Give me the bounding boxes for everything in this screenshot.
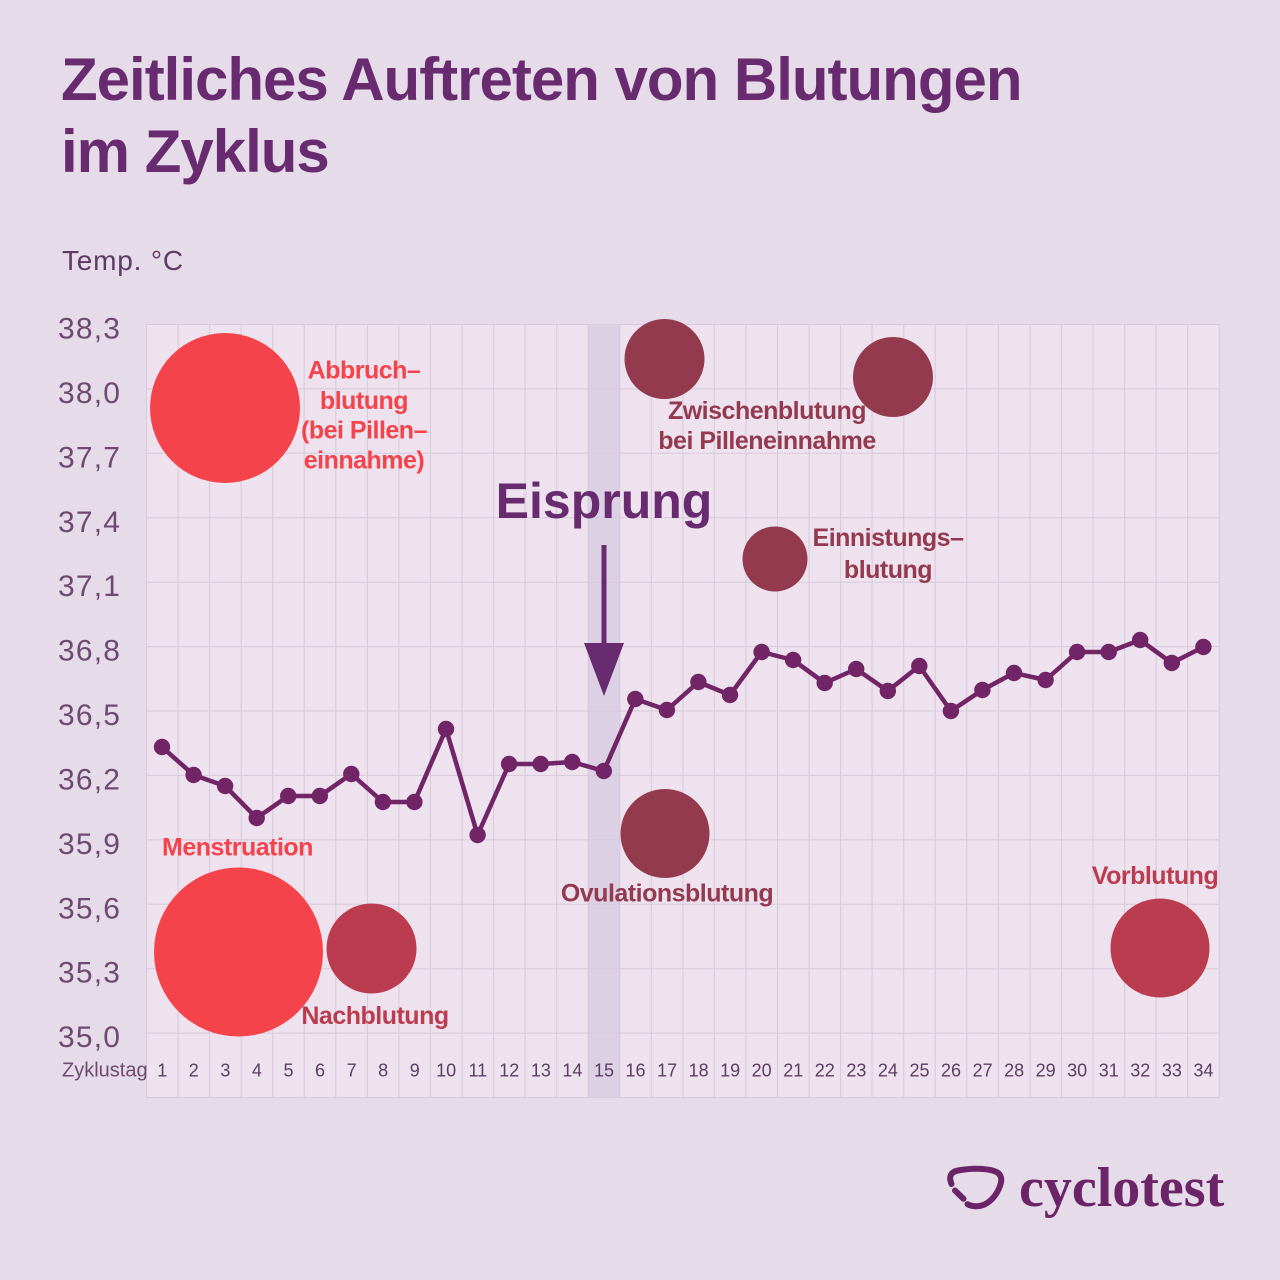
svg-text:35,3: 35,3 [58, 957, 121, 990]
svg-text:einnahme): einnahme) [304, 447, 425, 475]
svg-text:4: 4 [252, 1061, 262, 1081]
svg-text:28: 28 [1004, 1061, 1024, 1081]
svg-text:23: 23 [846, 1061, 866, 1081]
svg-text:36,2: 36,2 [58, 763, 121, 796]
svg-text:36,8: 36,8 [58, 635, 121, 668]
svg-text:im Zyklus: im Zyklus [61, 118, 329, 185]
svg-text:37,1: 37,1 [58, 570, 121, 603]
svg-text:33: 33 [1162, 1061, 1182, 1081]
svg-text:37,7: 37,7 [58, 441, 121, 474]
svg-text:3: 3 [220, 1061, 230, 1081]
svg-text:16: 16 [625, 1061, 645, 1081]
svg-text:17: 17 [657, 1061, 677, 1081]
svg-text:18: 18 [689, 1061, 709, 1081]
svg-text:20: 20 [752, 1061, 772, 1081]
svg-text:37,4: 37,4 [58, 506, 121, 539]
svg-text:Nachblutung: Nachblutung [301, 1002, 448, 1030]
svg-text:25: 25 [909, 1061, 929, 1081]
svg-text:blutung: blutung [320, 387, 408, 415]
svg-text:1: 1 [157, 1061, 167, 1081]
svg-text:6: 6 [315, 1061, 325, 1081]
svg-text:9: 9 [410, 1061, 420, 1081]
svg-text:38,0: 38,0 [58, 377, 121, 410]
svg-text:27: 27 [973, 1061, 993, 1081]
svg-text:Zyklustag: Zyklustag [62, 1060, 148, 1082]
svg-text:Vorblutung: Vorblutung [1092, 862, 1218, 890]
svg-text:21: 21 [783, 1061, 803, 1081]
svg-text:30: 30 [1067, 1061, 1087, 1081]
svg-text:8: 8 [378, 1061, 388, 1081]
svg-text:12: 12 [499, 1061, 519, 1081]
svg-text:2: 2 [189, 1061, 199, 1081]
svg-text:Zwischenblutung: Zwischenblutung [668, 397, 866, 425]
svg-text:Zeitliches Auftreten von Blutu: Zeitliches Auftreten von Blutungen [61, 46, 1021, 113]
svg-text:Einnistungs–: Einnistungs– [813, 524, 965, 552]
svg-text:32: 32 [1130, 1061, 1150, 1081]
svg-text:5: 5 [283, 1061, 293, 1081]
svg-text:36,5: 36,5 [58, 699, 121, 732]
svg-text:15: 15 [594, 1061, 614, 1081]
svg-text:29: 29 [1036, 1061, 1056, 1081]
svg-text:Temp. °C: Temp. °C [62, 245, 184, 276]
svg-text:38,3: 38,3 [58, 313, 121, 346]
svg-text:13: 13 [531, 1061, 551, 1081]
svg-text:35,9: 35,9 [58, 828, 121, 861]
svg-text:Abbruch–: Abbruch– [308, 357, 421, 385]
svg-text:26: 26 [941, 1061, 961, 1081]
svg-text:Ovulationsblutung: Ovulationsblutung [561, 880, 773, 908]
svg-text:14: 14 [562, 1061, 582, 1081]
svg-text:Menstruation: Menstruation [162, 834, 313, 862]
svg-text:blutung: blutung [844, 556, 932, 584]
svg-text:22: 22 [815, 1061, 835, 1081]
svg-text:bei Pilleneinnahme: bei Pilleneinnahme [658, 427, 876, 455]
svg-text:cyclotest: cyclotest [1019, 1157, 1225, 1219]
svg-text:7: 7 [347, 1061, 357, 1081]
svg-text:24: 24 [878, 1061, 898, 1081]
svg-text:10: 10 [436, 1061, 456, 1081]
svg-text:11: 11 [468, 1061, 487, 1081]
svg-text:19: 19 [720, 1061, 740, 1081]
svg-text:34: 34 [1193, 1061, 1213, 1081]
svg-text:35,0: 35,0 [58, 1021, 121, 1054]
svg-text:35,6: 35,6 [58, 892, 121, 925]
svg-text:(bei Pillen–: (bei Pillen– [301, 417, 428, 445]
svg-text:31: 31 [1099, 1061, 1119, 1081]
svg-text:Eisprung: Eisprung [496, 473, 713, 529]
